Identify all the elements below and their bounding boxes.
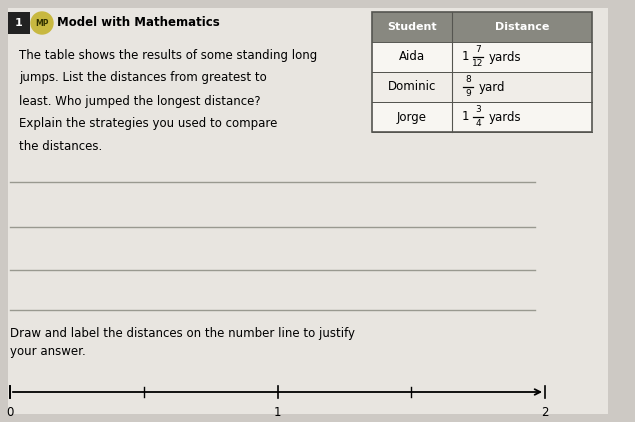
Text: yards: yards: [489, 51, 521, 63]
Text: Aida: Aida: [399, 51, 425, 63]
Text: MP: MP: [36, 19, 49, 27]
Text: 7: 7: [475, 46, 481, 54]
Text: Jorge: Jorge: [397, 111, 427, 124]
Text: yard: yard: [479, 81, 505, 94]
Text: 4: 4: [475, 119, 481, 129]
Text: Distance: Distance: [495, 22, 549, 32]
Text: Draw and label the distances on the number line to justify: Draw and label the distances on the numb…: [10, 327, 355, 341]
Text: Model with Mathematics: Model with Mathematics: [57, 16, 220, 30]
FancyBboxPatch shape: [8, 8, 608, 414]
Text: yards: yards: [489, 111, 521, 124]
Text: the distances.: the distances.: [19, 141, 102, 154]
Text: Explain the strategies you used to compare: Explain the strategies you used to compa…: [19, 117, 277, 130]
Text: 1: 1: [462, 111, 469, 124]
FancyBboxPatch shape: [8, 12, 30, 34]
Text: Student: Student: [387, 22, 437, 32]
FancyBboxPatch shape: [372, 72, 592, 102]
Text: 2: 2: [541, 406, 549, 419]
Text: jumps. List the distances from greatest to: jumps. List the distances from greatest …: [19, 71, 267, 84]
Text: 9: 9: [465, 89, 471, 98]
Text: 12: 12: [472, 60, 484, 68]
Text: 8: 8: [465, 76, 471, 84]
Text: your answer.: your answer.: [10, 346, 86, 359]
Circle shape: [31, 12, 53, 34]
Text: least. Who jumped the longest distance?: least. Who jumped the longest distance?: [19, 95, 260, 108]
Text: Dominic: Dominic: [388, 81, 436, 94]
Text: 1: 1: [274, 406, 281, 419]
FancyBboxPatch shape: [372, 42, 592, 72]
Text: 1: 1: [15, 18, 23, 28]
FancyBboxPatch shape: [372, 102, 592, 132]
Text: 1: 1: [462, 51, 469, 63]
Text: 3: 3: [475, 106, 481, 114]
FancyBboxPatch shape: [372, 12, 592, 42]
Text: The table shows the results of some standing long: The table shows the results of some stan…: [19, 49, 318, 62]
Text: 0: 0: [6, 406, 14, 419]
